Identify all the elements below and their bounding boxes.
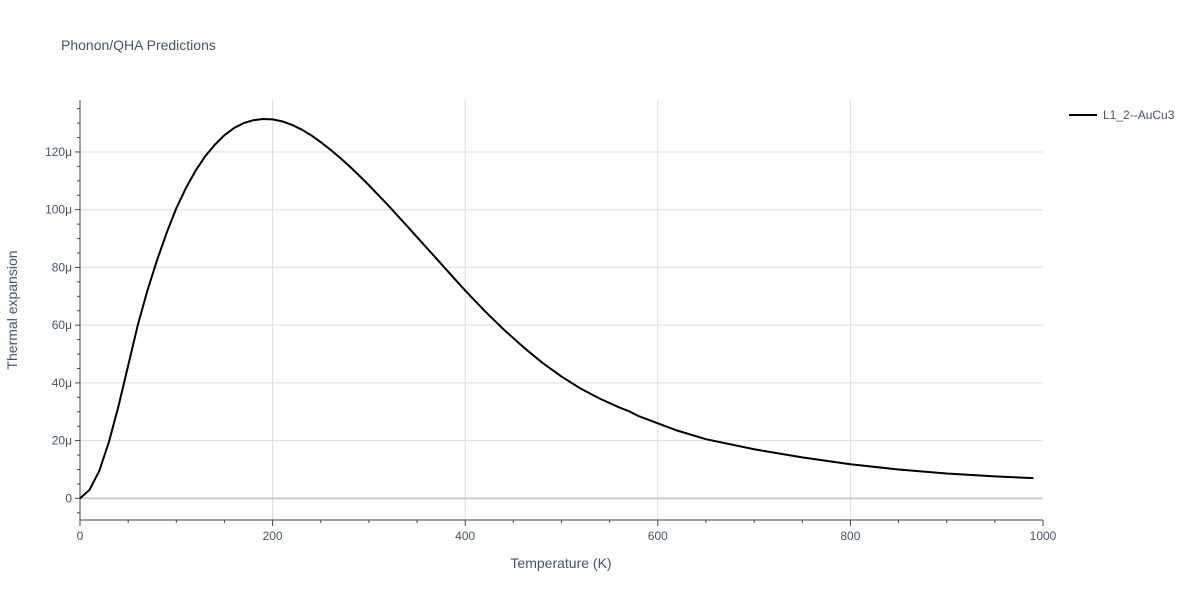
- chart-title: Phonon/QHA Predictions: [61, 37, 216, 53]
- legend-label-l1-2-aucu3: L1_2--AuCu3: [1103, 108, 1175, 122]
- y-tick-label: 120μ: [45, 145, 72, 159]
- y-tick-label: 100μ: [45, 203, 72, 217]
- y-axis-title: Thermal expansion: [4, 250, 20, 369]
- x-tick-label: 600: [648, 529, 668, 543]
- series-layer: [79, 118, 1034, 500]
- series-line-l1-2-aucu3[interactable]: [79, 118, 1034, 500]
- x-tick-label: 400: [455, 529, 475, 543]
- x-tick-label: 0: [77, 529, 84, 543]
- y-tick-label: 60μ: [52, 318, 72, 332]
- grid-layer: [80, 100, 1043, 520]
- axes-layer: 0 200 400 600 800 1000 0 20μ 40μ 60μ 80μ 100μ 120μ: [45, 100, 1057, 543]
- y-tick-label: 20μ: [52, 434, 72, 448]
- x-tick-label: 800: [840, 529, 860, 543]
- x-axis-title: Temperature (K): [510, 555, 611, 571]
- x-tick-label: 1000: [1030, 529, 1057, 543]
- legend[interactable]: L1_2--AuCu3: [1069, 108, 1175, 122]
- y-tick-label: 0: [65, 491, 72, 505]
- y-tick-label: 40μ: [52, 376, 72, 390]
- y-tick-label: 80μ: [52, 260, 72, 274]
- x-tick-label: 200: [263, 529, 283, 543]
